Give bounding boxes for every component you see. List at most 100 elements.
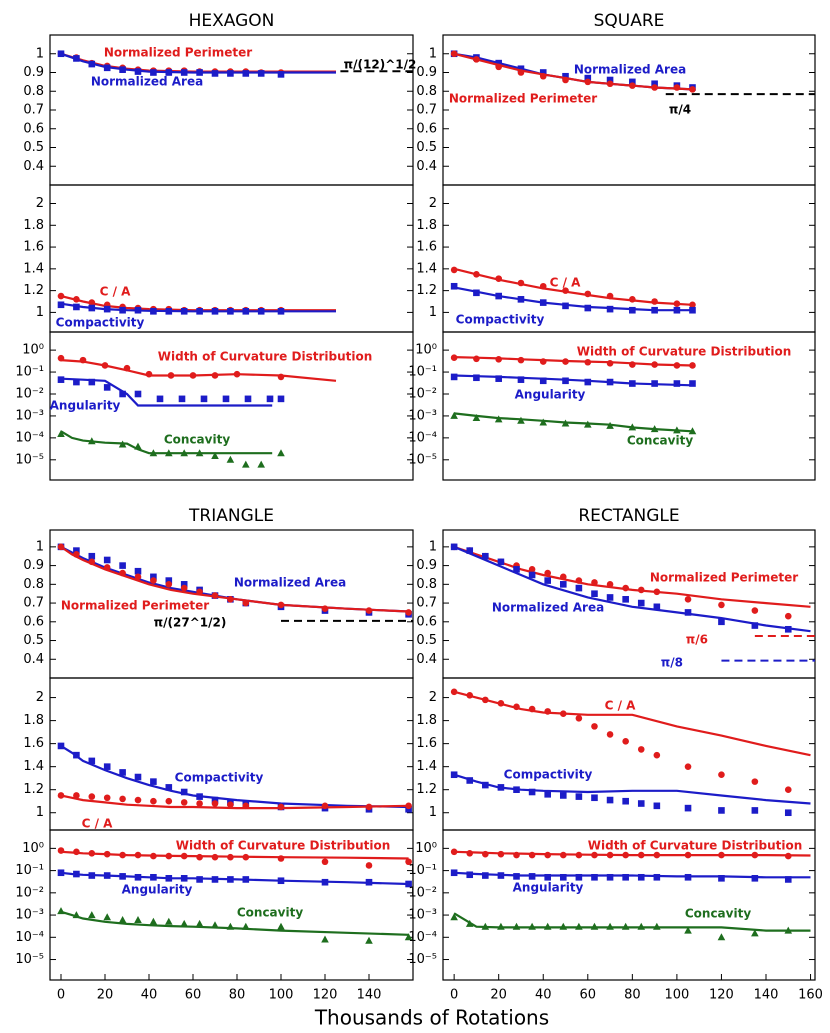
data-point: [156, 395, 164, 403]
y-tick-label: 10⁻²: [15, 386, 44, 401]
y-tick-label: 10⁻¹: [408, 863, 437, 878]
data-point: [651, 306, 658, 314]
data-point: [684, 873, 692, 881]
y-tick-label: 1.4: [23, 261, 44, 276]
data-point: [101, 362, 109, 369]
data-point: [651, 298, 658, 305]
series-line: [60, 794, 409, 810]
data-point: [73, 870, 80, 878]
data-point: [497, 700, 505, 707]
data-point: [606, 421, 614, 429]
data-point: [119, 66, 126, 73]
y-tick-label: 0.6: [23, 614, 44, 629]
data-point: [196, 853, 203, 861]
series-label: Normalized Area: [492, 601, 604, 615]
data-point: [211, 800, 219, 807]
panel-title: HEXAGON: [189, 11, 275, 31]
y-tick-label: 0.7: [416, 103, 437, 118]
data-point: [134, 442, 142, 450]
y-tick-label: 0.9: [23, 65, 44, 80]
data-point: [562, 72, 569, 80]
data-point: [180, 69, 188, 76]
data-point: [180, 581, 188, 588]
data-point: [450, 848, 458, 856]
series-label: Angularity: [515, 388, 586, 402]
data-point: [559, 792, 567, 799]
data-point: [365, 878, 373, 886]
data-point: [517, 65, 525, 73]
x-tick-label: 60: [185, 988, 202, 1003]
data-point: [481, 922, 490, 930]
y-tick-label: 10⁻⁴: [408, 430, 437, 445]
data-point: [178, 395, 186, 403]
series-line: [453, 545, 811, 633]
series-line: [453, 690, 811, 757]
data-point: [495, 63, 502, 71]
series-label: Compactivity: [456, 313, 545, 327]
data-point: [450, 771, 458, 779]
data-point: [653, 922, 661, 930]
data-point: [717, 933, 726, 941]
data-point: [103, 913, 111, 921]
data-point: [751, 807, 759, 814]
y-tick-label: 0.8: [416, 577, 437, 592]
data-point: [119, 873, 126, 880]
series-label: Width of Curvature Distribution: [176, 839, 391, 853]
data-point: [689, 362, 696, 369]
data-point: [562, 302, 569, 310]
data-point: [495, 292, 502, 300]
data-point: [513, 703, 520, 711]
y-tick-label: 1.4: [416, 261, 437, 276]
data-point: [559, 873, 567, 881]
data-point: [513, 786, 520, 793]
series-line: [453, 286, 693, 312]
data-point: [119, 795, 126, 803]
x-tick-label: 0: [450, 988, 458, 1003]
data-point: [57, 301, 65, 309]
data-point: [73, 547, 80, 554]
data-point: [637, 800, 645, 807]
series-line: [453, 773, 811, 805]
data-point: [365, 862, 373, 869]
data-point: [180, 799, 188, 806]
data-point: [167, 372, 175, 379]
data-point: [450, 411, 458, 419]
data-point: [450, 354, 458, 362]
data-point: [165, 449, 173, 457]
y-tick-label: 10⁰: [22, 841, 44, 856]
y-tick-label: 0.4: [416, 652, 437, 667]
data-point: [651, 80, 658, 88]
data-point: [57, 869, 65, 877]
data-point: [653, 603, 661, 611]
data-point: [73, 848, 80, 856]
data-point: [211, 70, 219, 77]
y-tick-label: 1.2: [23, 782, 44, 797]
data-point: [226, 455, 235, 463]
data-point: [528, 566, 536, 573]
data-point: [497, 784, 505, 791]
data-point: [73, 55, 80, 62]
y-tick-label: 2: [36, 196, 44, 211]
data-point: [751, 607, 759, 614]
series-line: [60, 744, 409, 809]
y-tick-label: 2: [36, 690, 44, 705]
data-point: [145, 370, 153, 378]
data-point: [673, 300, 681, 307]
data-point: [227, 596, 234, 603]
data-point: [653, 802, 661, 810]
data-point: [321, 878, 329, 886]
data-point: [165, 852, 173, 860]
data-point: [628, 423, 637, 431]
data-point: [629, 361, 636, 368]
data-point: [629, 306, 636, 314]
y-tick-label: 1.8: [416, 218, 437, 233]
y-tick-label: 0.5: [23, 140, 44, 155]
data-point: [227, 876, 234, 883]
data-point: [134, 68, 142, 75]
y-tick-label: 1.2: [416, 782, 437, 797]
data-point: [450, 50, 458, 58]
series-label: Width of Curvature Distribution: [588, 839, 803, 853]
data-point: [606, 292, 614, 300]
series-label: C / A: [100, 285, 132, 299]
data-point: [277, 601, 285, 609]
